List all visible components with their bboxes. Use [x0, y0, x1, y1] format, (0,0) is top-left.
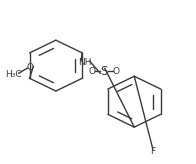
Text: O: O [27, 63, 34, 72]
Text: H₃C: H₃C [5, 70, 22, 79]
Text: F: F [150, 147, 155, 156]
Text: NH: NH [79, 58, 92, 67]
Text: S: S [100, 65, 108, 78]
Text: O: O [89, 67, 96, 76]
Text: O: O [112, 67, 119, 76]
